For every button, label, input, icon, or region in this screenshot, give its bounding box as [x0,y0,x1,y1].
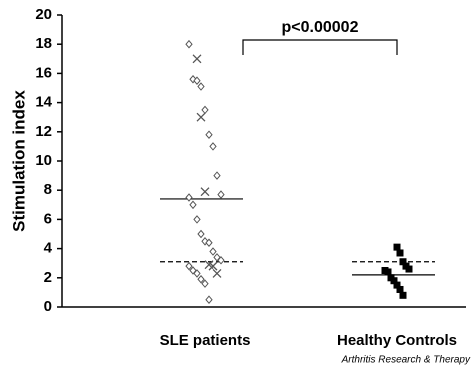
point [193,269,201,278]
point [405,265,413,273]
point [209,247,217,256]
point [393,243,401,251]
point [390,277,398,285]
y-tick-label: 10 [35,152,52,169]
y-tick-label: 6 [44,210,52,227]
point [396,285,404,293]
y-tick-label: 20 [35,6,52,23]
point [217,256,225,265]
x-tick-label: Healthy Controls [337,332,457,349]
y-tick-label: 8 [44,181,52,198]
point [193,76,201,85]
point [196,112,206,122]
y-tick-label: 16 [35,64,52,81]
point [217,190,225,199]
point [212,268,222,278]
point [384,268,392,276]
point [205,238,213,248]
point [205,295,213,304]
point [193,215,201,224]
point [200,187,210,197]
point [197,274,205,284]
point [185,261,193,271]
point [197,82,205,91]
y-tick-label: 4 [44,240,53,257]
y-tick-label: 14 [35,94,52,111]
point [192,54,202,64]
point [399,258,407,266]
point [185,39,193,49]
point [201,105,209,115]
y-tick-label: 0 [44,298,52,315]
annotation: p<0.00002 [282,19,359,36]
point [189,200,197,210]
y-axis-label: Stimulation index [9,90,28,232]
point [197,229,205,239]
significance-bracket [242,39,398,55]
point [393,281,401,289]
y-tick-label: 2 [44,269,52,286]
point [185,193,193,202]
point [201,279,209,288]
y-tick-label: 12 [35,123,52,140]
point [209,142,217,151]
point [205,130,213,139]
point [213,171,221,180]
point [399,291,407,299]
y-tick-label: 18 [35,35,52,52]
point [396,249,404,257]
x-tick-label: SLE patients [160,332,251,349]
source: Arthritis Research & Therapy [341,355,471,366]
point [208,261,218,271]
